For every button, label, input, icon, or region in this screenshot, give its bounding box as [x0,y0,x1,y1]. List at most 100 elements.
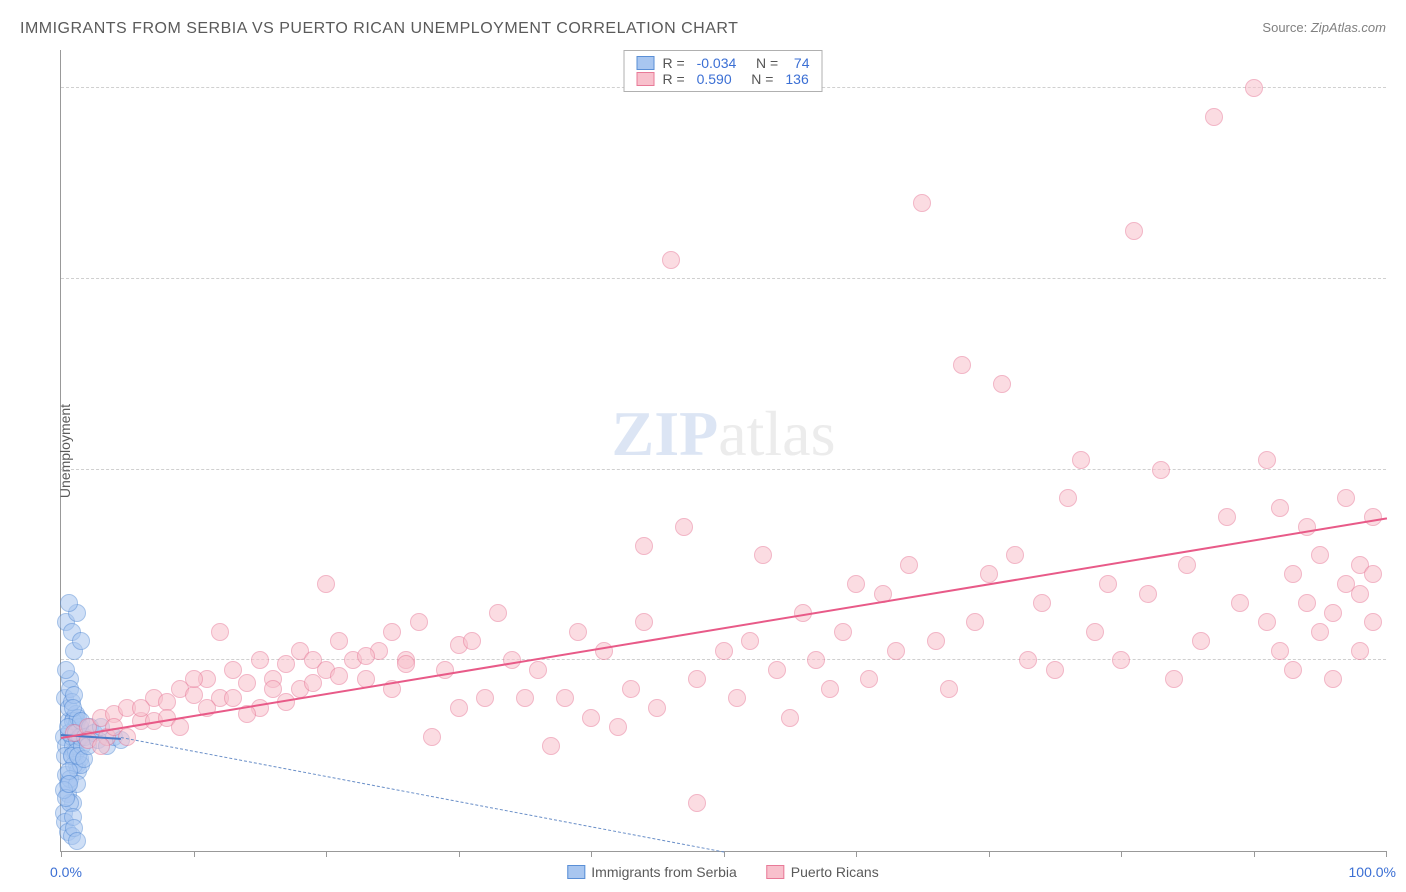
scatter-point-puerto_ricans [609,718,627,736]
scatter-point-puerto_ricans [251,651,269,669]
scatter-point-puerto_ricans [807,651,825,669]
scatter-point-puerto_ricans [675,518,693,536]
scatter-point-puerto_ricans [238,674,256,692]
source-value: ZipAtlas.com [1311,20,1386,35]
scatter-point-puerto_ricans [1311,623,1329,641]
scatter-point-puerto_ricans [1086,623,1104,641]
scatter-point-puerto_ricans [1192,632,1210,650]
scatter-point-puerto_ricans [860,670,878,688]
scatter-point-puerto_ricans [330,632,348,650]
scatter-point-puerto_ricans [582,709,600,727]
scatter-point-puerto_ricans [1258,613,1276,631]
legend-row-serbia: R = -0.034 N = 74 [637,55,810,71]
x-tick [856,851,857,857]
x-tick [989,851,990,857]
scatter-point-puerto_ricans [92,737,110,755]
scatter-point-puerto_ricans [1364,613,1382,631]
scatter-point-puerto_ricans [595,642,613,660]
scatter-point-puerto_ricans [1059,489,1077,507]
source-attribution: Source: ZipAtlas.com [1262,20,1386,35]
scatter-point-puerto_ricans [768,661,786,679]
scatter-point-puerto_ricans [1205,108,1223,126]
scatter-point-puerto_ricans [569,623,587,641]
scatter-point-puerto_ricans [754,546,772,564]
scatter-point-puerto_ricans [1311,546,1329,564]
plot-area: ZIPatlas 10.0%20.0%30.0%40.0% [60,50,1386,852]
scatter-point-serbia [68,832,86,850]
bottom-legend-item-puerto_ricans: Puerto Ricans [767,864,879,880]
legend-n-label: N = [740,71,778,87]
scatter-point-puerto_ricans [1258,451,1276,469]
scatter-point-puerto_ricans [980,565,998,583]
scatter-point-puerto_ricans [1351,642,1369,660]
scatter-point-puerto_ricans [635,537,653,555]
scatter-point-puerto_ricans [662,251,680,269]
x-axis-max-label: 100.0% [1349,864,1396,880]
scatter-point-puerto_ricans [1245,79,1263,97]
scatter-point-puerto_ricans [1152,461,1170,479]
scatter-point-puerto_ricans [330,667,348,685]
plot-container: ZIPatlas 10.0%20.0%30.0%40.0% Unemployme… [60,50,1386,852]
scatter-point-puerto_ricans [211,623,229,641]
scatter-point-puerto_ricans [224,689,242,707]
bottom-legend-item-serbia: Immigrants from Serbia [567,864,736,880]
scatter-point-puerto_ricans [1112,651,1130,669]
x-tick [326,851,327,857]
scatter-point-puerto_ricans [357,647,375,665]
scatter-point-puerto_ricans [397,655,415,673]
scatter-point-puerto_ricans [1231,594,1249,612]
trend-line-extension [121,737,725,853]
y-tick-label: 30.0% [1391,271,1406,287]
legend-n-label: N = [744,55,782,71]
scatter-point-puerto_ricans [1033,594,1051,612]
scatter-point-puerto_ricans [1019,651,1037,669]
scatter-point-puerto_ricans [715,642,733,660]
scatter-point-puerto_ricans [688,794,706,812]
legend-swatch [767,865,785,879]
legend-n-value: 136 [785,71,808,87]
scatter-point-serbia [72,632,90,650]
scatter-point-puerto_ricans [1337,489,1355,507]
scatter-point-puerto_ricans [304,674,322,692]
x-tick [591,851,592,857]
scatter-point-puerto_ricans [1046,661,1064,679]
scatter-point-puerto_ricans [953,356,971,374]
scatter-point-puerto_ricans [635,613,653,631]
gridline [61,469,1386,470]
scatter-point-puerto_ricans [821,680,839,698]
scatter-point-puerto_ricans [1271,499,1289,517]
y-tick-label: 20.0% [1391,462,1406,478]
x-tick [1254,851,1255,857]
scatter-point-puerto_ricans [1271,642,1289,660]
scatter-point-puerto_ricans [1284,565,1302,583]
y-axis-label: Unemployment [57,404,73,498]
scatter-point-puerto_ricans [834,623,852,641]
source-label: Source: [1262,20,1307,35]
scatter-point-puerto_ricans [1099,575,1117,593]
legend-r-label: R = [663,55,689,71]
scatter-point-puerto_ricans [423,728,441,746]
scatter-point-puerto_ricans [927,632,945,650]
scatter-point-serbia [57,661,75,679]
legend-swatch [567,865,585,879]
x-tick [194,851,195,857]
scatter-point-puerto_ricans [728,689,746,707]
legend-row-puerto_ricans: R = 0.590 N = 136 [637,71,810,87]
scatter-point-puerto_ricans [913,194,931,212]
scatter-point-puerto_ricans [1218,508,1236,526]
legend-r-value: -0.034 [697,55,737,71]
scatter-point-puerto_ricans [622,680,640,698]
scatter-point-puerto_ricans [993,375,1011,393]
scatter-point-serbia [60,594,78,612]
scatter-point-puerto_ricans [741,632,759,650]
gridline [61,278,1386,279]
scatter-point-puerto_ricans [463,632,481,650]
scatter-point-puerto_ricans [489,604,507,622]
scatter-point-puerto_ricans [277,655,295,673]
scatter-point-puerto_ricans [1298,594,1316,612]
scatter-point-puerto_ricans [1165,670,1183,688]
scatter-point-puerto_ricans [648,699,666,717]
scatter-point-puerto_ricans [171,718,189,736]
scatter-point-serbia [60,775,78,793]
x-tick [61,851,62,857]
